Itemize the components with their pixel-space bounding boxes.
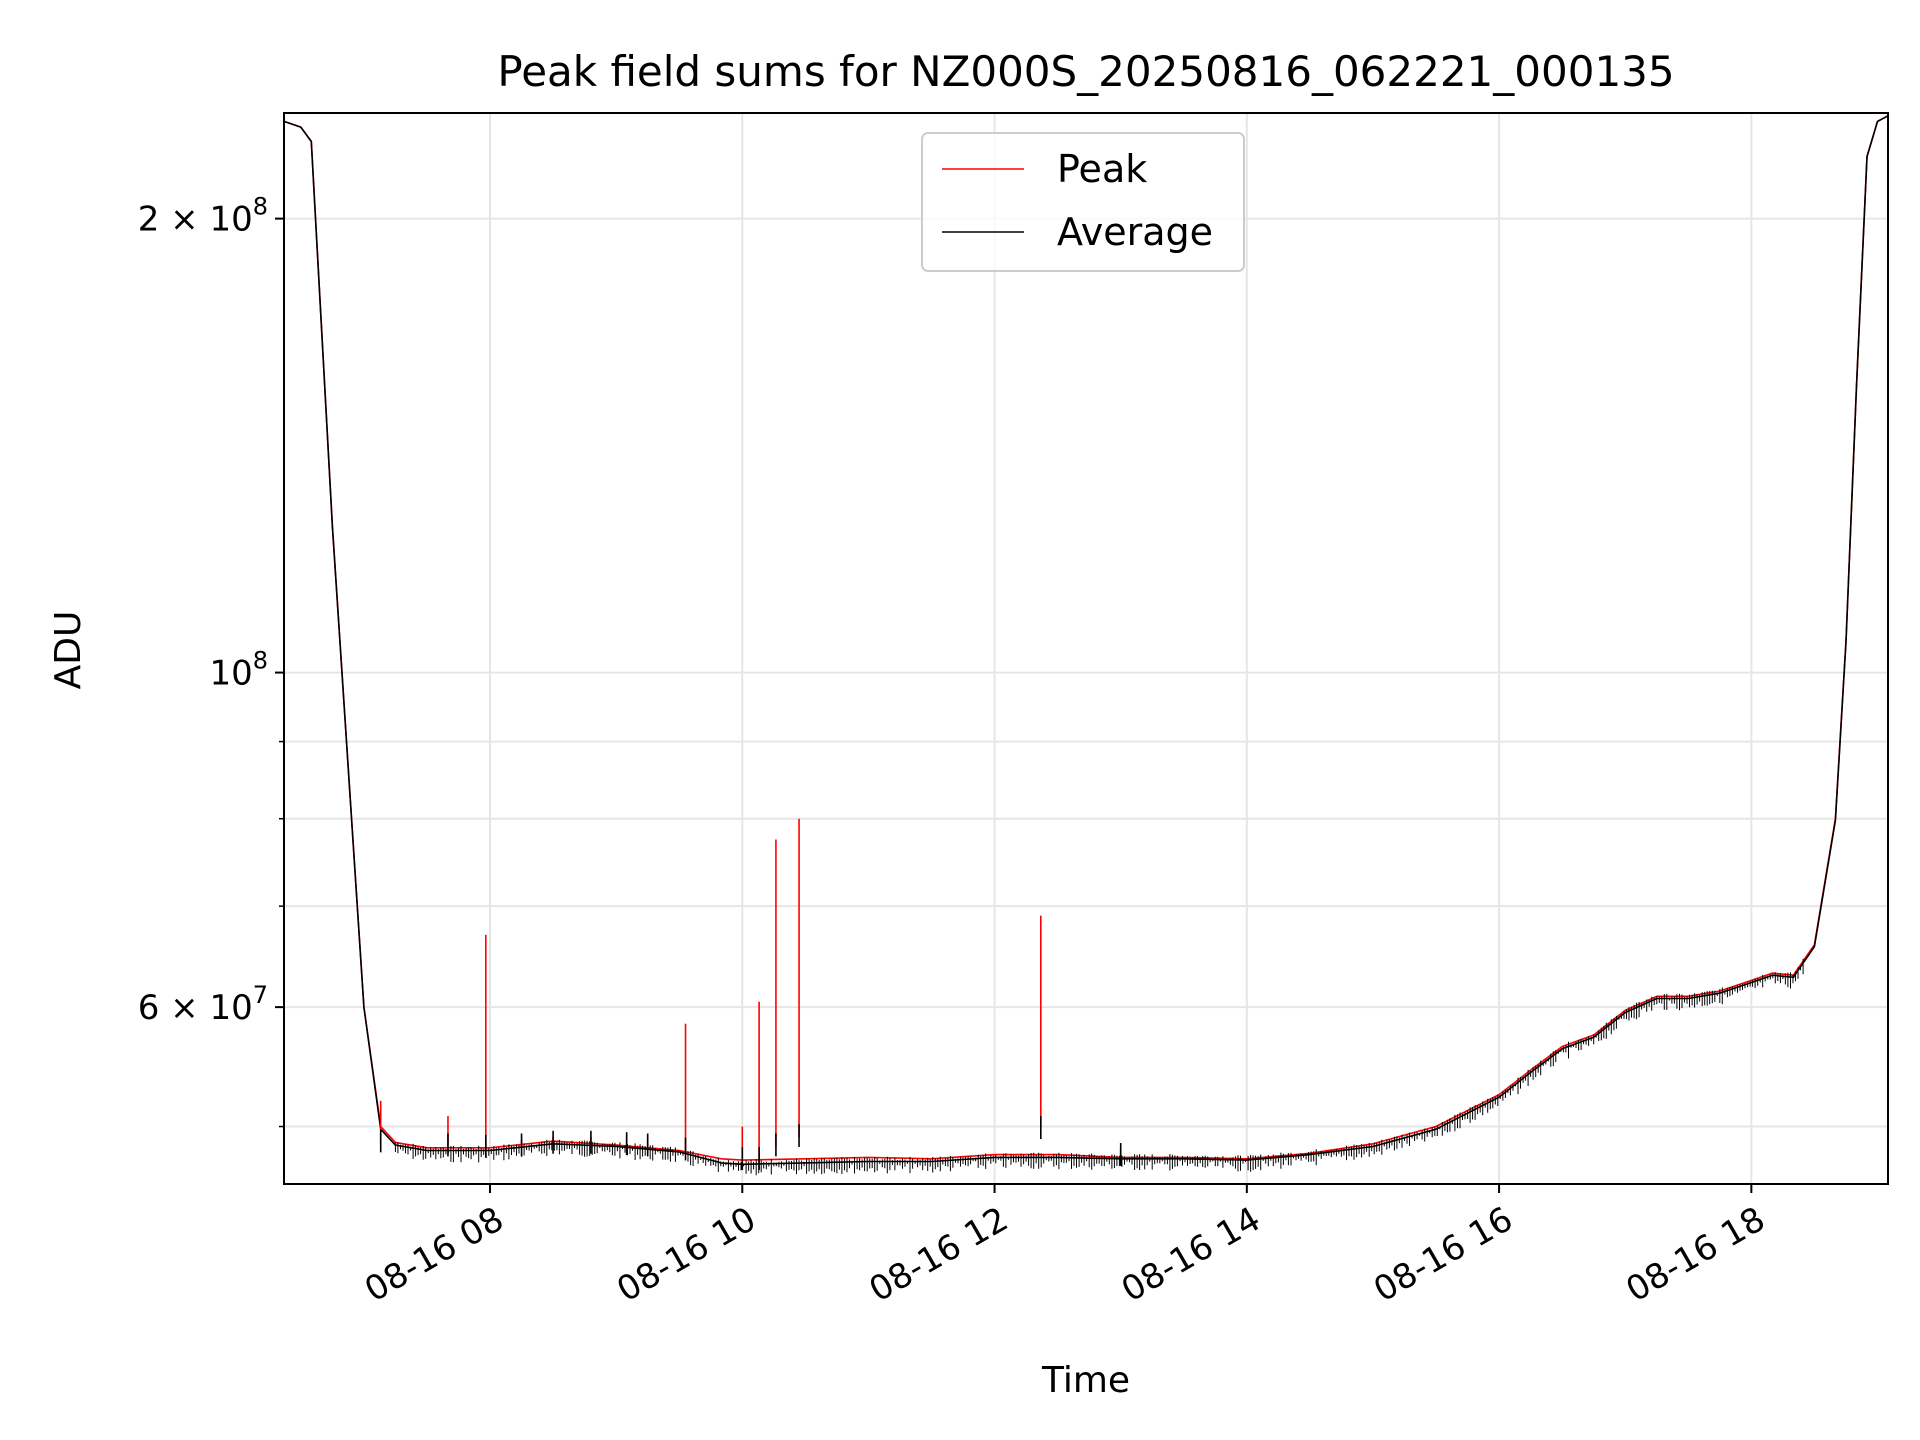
grid [284, 113, 1888, 1184]
y-axis-label: ADU [48, 611, 89, 690]
y-tick-label: 2 × 108 [138, 193, 268, 240]
series-layer [283, 115, 1889, 1176]
average-noise-band [394, 958, 1804, 1176]
y-tick-label: 6 × 107 [138, 981, 268, 1028]
chart-title: Peak field sums for NZ000S_20250816_0622… [497, 47, 1674, 96]
x-axis-label: Time [1041, 1360, 1130, 1401]
legend-average-label: Average [1057, 210, 1213, 254]
plot-frame [283, 112, 1889, 1185]
legend-peak-label: Peak [1057, 147, 1147, 191]
y-tick-label: 108 [209, 647, 268, 694]
legend: Peak Average [921, 132, 1245, 272]
legend-box [921, 132, 1245, 272]
